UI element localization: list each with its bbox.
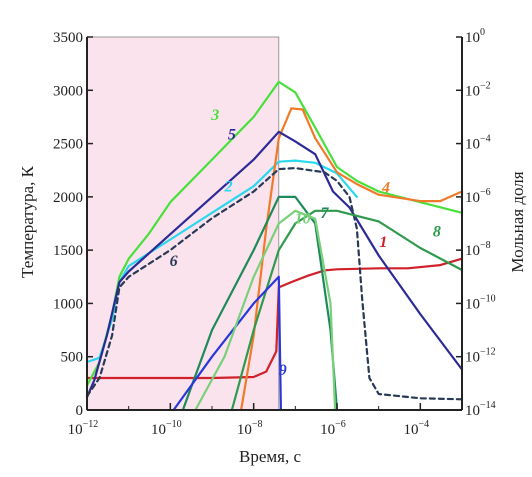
curve-label-10: 10 bbox=[295, 211, 311, 228]
x-tick-label: 10−10 bbox=[151, 419, 182, 438]
y-right-tick-label: 10−10 bbox=[465, 293, 496, 312]
curve-label-2: 2 bbox=[224, 179, 233, 196]
curve-6 bbox=[85, 167, 464, 401]
curve-label-3: 3 bbox=[210, 107, 219, 124]
y-left-tick-label: 2500 bbox=[53, 137, 83, 153]
y-left-tick-label: 1500 bbox=[53, 243, 83, 259]
curve-label-7: 7 bbox=[320, 205, 329, 222]
curve-1 bbox=[85, 257, 464, 380]
y-left-tick-label: 2000 bbox=[53, 190, 83, 206]
y-left-tick-label: 0 bbox=[76, 403, 84, 419]
curve-4 bbox=[240, 107, 464, 412]
curves-layer bbox=[85, 80, 464, 412]
y-right-tick-label: 10−6 bbox=[465, 187, 491, 206]
y-left-tick-label: 1000 bbox=[53, 296, 83, 312]
y-right-axis-title: Мольная доля bbox=[508, 171, 527, 272]
curve-5 bbox=[85, 130, 464, 399]
curve-label-4: 4 bbox=[381, 180, 390, 197]
y-left-tick-label: 3500 bbox=[53, 30, 83, 46]
curve-label-8: 8 bbox=[433, 223, 441, 240]
y-right-tick-label: 10−8 bbox=[465, 240, 491, 259]
x-tick-label: 10−4 bbox=[404, 419, 430, 438]
y-right-tick-label: 10−4 bbox=[465, 134, 491, 153]
curve-labels-layer: 1 2 3 4 5 6 7 8 9 10 bbox=[170, 107, 441, 379]
y-left-axis-title: Температура, К bbox=[18, 165, 37, 278]
y-right-tick-label: 10−14 bbox=[465, 400, 496, 419]
x-tick-label: 10−12 bbox=[68, 419, 99, 438]
curve-7 bbox=[181, 195, 339, 412]
curve-2 bbox=[85, 159, 358, 364]
y-right-tick-label: 10−12 bbox=[465, 347, 496, 366]
curve-10 bbox=[194, 209, 337, 412]
y-right-tick-label: 10−2 bbox=[465, 80, 491, 99]
x-tick-label: 10−6 bbox=[320, 419, 346, 438]
y-right-tick-label: 100 bbox=[465, 27, 485, 46]
curve-label-5: 5 bbox=[228, 126, 236, 143]
y-left-tick-label: 3000 bbox=[53, 83, 83, 99]
x-axis-title: Время, с bbox=[239, 447, 301, 466]
curve-8 bbox=[230, 209, 464, 412]
plot-frame bbox=[86, 37, 463, 411]
x-tick-label: 10−8 bbox=[237, 419, 263, 438]
ticks-layer: 10−12 10−10 10−8 10−6 10−4050010001500200025… bbox=[53, 27, 496, 438]
curve-label-9: 9 bbox=[279, 362, 287, 379]
y-left-tick-label: 500 bbox=[61, 350, 84, 366]
curve-9 bbox=[172, 275, 282, 412]
curve-label-1: 1 bbox=[379, 234, 387, 251]
curve-label-6: 6 bbox=[170, 253, 178, 270]
